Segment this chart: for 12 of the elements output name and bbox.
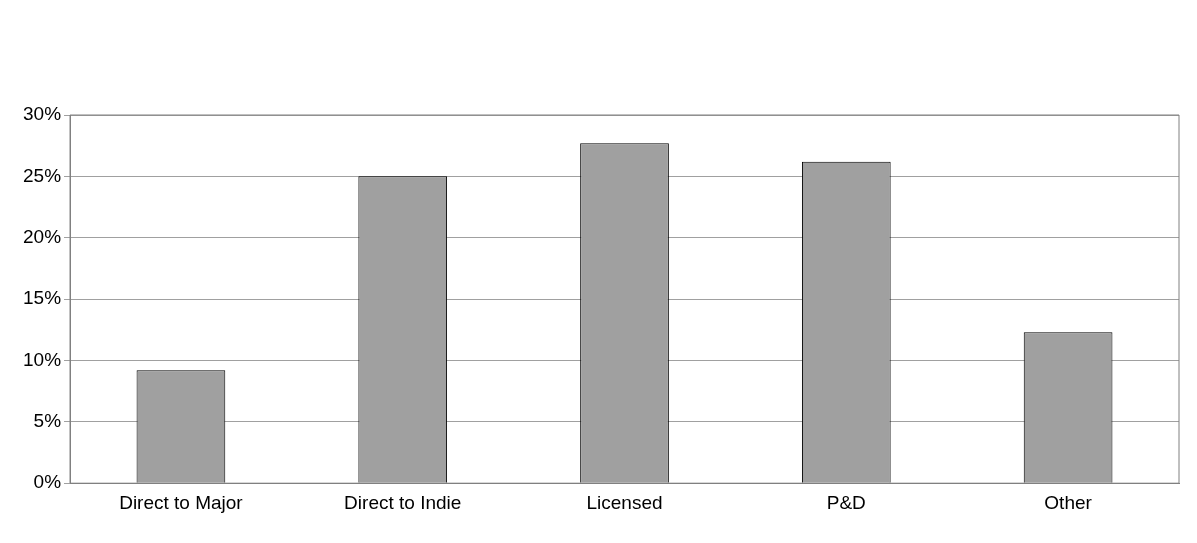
x-tick-label: Other [1044, 491, 1093, 513]
x-tick-label: P&D [826, 491, 866, 513]
x-tick-label: Direct to Major [119, 491, 244, 513]
y-tick-label: 25% [23, 164, 62, 186]
y-tick-label: 20% [23, 225, 62, 247]
x-tick-label: Direct to Indie [344, 491, 462, 513]
y-tick-label: 0% [33, 471, 62, 493]
x-tick-label: Licensed [586, 491, 663, 513]
y-tick-label: 30% [23, 103, 62, 125]
y-tick-label: 15% [23, 287, 62, 309]
y-tick-label: 5% [33, 410, 62, 432]
y-tick-label: 10% [23, 348, 62, 370]
